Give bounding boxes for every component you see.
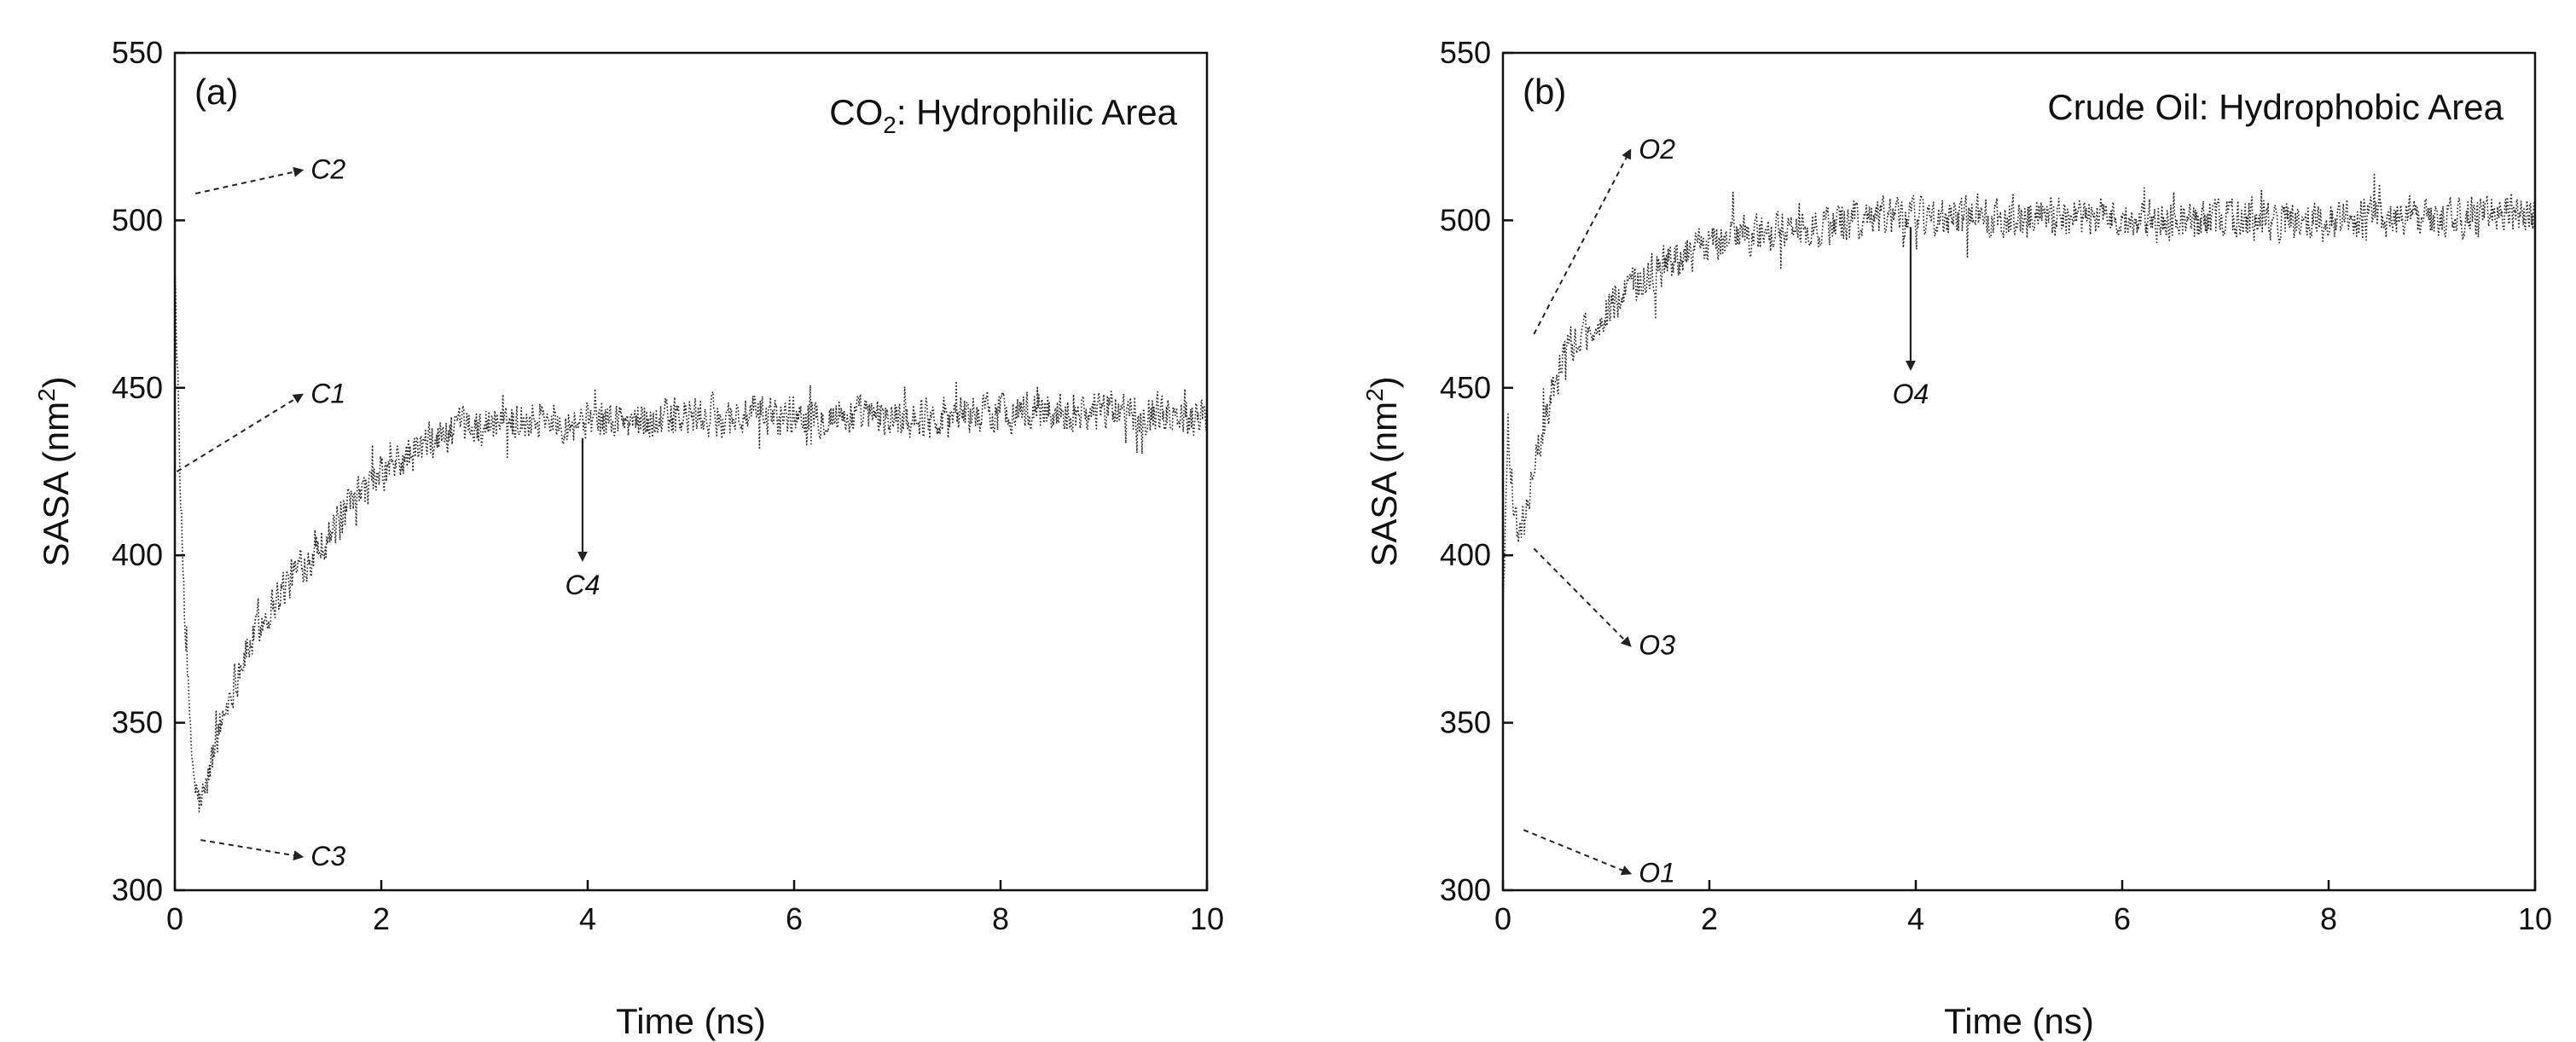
panel-a-title-suffix: : Hydrophilic Area bbox=[896, 92, 1178, 132]
panel-a-series-sasa-line bbox=[174, 268, 1208, 813]
panel-b-title: Crude Oil: Hydrophobic Area bbox=[2047, 87, 2503, 127]
panel-b-x-tick-label: 6 bbox=[2114, 901, 2131, 936]
annotation-arrow-c3 bbox=[200, 839, 305, 861]
panel-b-ylabel-suffix: ) bbox=[1364, 376, 1404, 388]
panel-a-xlabel: Time (ns) bbox=[616, 1001, 766, 1041]
panel-b-x-tick-label: 8 bbox=[2320, 901, 2337, 936]
panel-b-xlabel: Time (ns) bbox=[1944, 1001, 2094, 1041]
panel-b-ticks-layer: 0 2 4 6 8 10 300 350 400 450 500 550 bbox=[1440, 35, 2552, 936]
panel-a-title-prefix: CO bbox=[829, 92, 883, 132]
annotation-arrow-o1 bbox=[1523, 829, 1633, 876]
annotation-label-o3: O3 bbox=[1639, 629, 1675, 660]
panel-a-annotations-layer: C2 C1 C3 C4 bbox=[176, 154, 600, 871]
panel-a-ylabel-suffix: ) bbox=[36, 376, 76, 388]
panel-b-x-tick-label: 4 bbox=[1907, 901, 1924, 936]
panel-a-title-subscript: 2 bbox=[883, 112, 896, 138]
annotation-label-o1: O1 bbox=[1639, 857, 1675, 888]
panel-b-plot-frame bbox=[1501, 51, 2537, 892]
panel-b-series-sasa-line bbox=[1502, 173, 2536, 610]
annotation-arrow-c2 bbox=[194, 166, 305, 194]
annotation-arrow-c1 bbox=[176, 393, 305, 472]
annotation-label-c2: C2 bbox=[310, 154, 345, 185]
panel-a-title: CO2: Hydrophilic Area bbox=[829, 92, 1177, 138]
annotation-label-c4: C4 bbox=[565, 570, 600, 600]
panel-a-x-tick-label: 2 bbox=[373, 901, 390, 936]
panel-b-y-tick-label: 500 bbox=[1440, 202, 1491, 237]
panel-b-y-tick-label: 350 bbox=[1440, 705, 1491, 740]
annotation-arrow-o2 bbox=[1533, 148, 1632, 335]
panel-b-chart: 0 2 4 6 8 10 300 350 400 450 500 550 O2 O3 O1 O4 (b) C… bbox=[1361, 35, 2552, 1041]
panel-a-x-tick-label: 10 bbox=[1190, 901, 1224, 936]
panel-b-ylabel: SASA (nm2) bbox=[1361, 376, 1404, 566]
panel-b-y-tick-label: 450 bbox=[1440, 370, 1491, 405]
panel-a-trace-layer bbox=[174, 268, 1208, 813]
panel-a-y-tick-label: 550 bbox=[112, 35, 163, 70]
panel-a-plot-frame bbox=[173, 51, 1209, 892]
panel-b-x-tick-label: 2 bbox=[1701, 901, 1718, 936]
panel-a-y-tick-label: 350 bbox=[112, 705, 163, 740]
panel-b-y-tick-label: 550 bbox=[1440, 35, 1491, 70]
annotation-label-c1: C1 bbox=[310, 379, 345, 409]
panel-b-annotations-layer: O2 O3 O1 O4 bbox=[1523, 134, 1929, 888]
panel-b-tag: (b) bbox=[1523, 72, 1566, 112]
panel-a-ylabel-prefix: SASA (nm bbox=[36, 402, 76, 567]
panel-b-trace-layer bbox=[1502, 173, 2536, 610]
annotation-arrow-o3 bbox=[1533, 547, 1632, 647]
panel-a-x-tick-label: 8 bbox=[992, 901, 1009, 936]
panel-a-x-tick-label: 0 bbox=[166, 901, 183, 936]
annotation-label-o2: O2 bbox=[1639, 134, 1675, 165]
panel-a-chart: 0 2 4 6 8 10 300 350 400 450 500 550 C2 C1 C3 C4 (a) C… bbox=[33, 35, 1224, 1041]
panel-b-ylabel-prefix: SASA (nm bbox=[1364, 402, 1404, 567]
panel-b-y-tick-label: 300 bbox=[1440, 872, 1491, 907]
panel-a-y-tick-label: 500 bbox=[112, 202, 163, 237]
panel-a-tag: (a) bbox=[194, 72, 238, 112]
panel-a-y-tick-label: 450 bbox=[112, 370, 163, 405]
panel-a-ticks-layer: 0 2 4 6 8 10 300 350 400 450 500 550 bbox=[112, 35, 1224, 936]
panel-a-y-tick-label: 300 bbox=[112, 872, 163, 907]
panel-a-y-tick-label: 400 bbox=[112, 537, 163, 572]
panel-b-ylabel-superscript: 2 bbox=[1361, 388, 1388, 402]
panel-a-ylabel-superscript: 2 bbox=[33, 388, 60, 402]
panel-a-ylabel: SASA (nm2) bbox=[33, 376, 76, 566]
panel-b-x-tick-label: 0 bbox=[1494, 901, 1511, 936]
annotation-label-c3: C3 bbox=[310, 841, 345, 871]
panel-a-x-tick-label: 4 bbox=[579, 901, 596, 936]
annotation-label-o4: O4 bbox=[1893, 379, 1929, 409]
panel-a-x-tick-label: 6 bbox=[786, 901, 803, 936]
panel-b-x-tick-label: 10 bbox=[2518, 901, 2552, 936]
panel-b-y-tick-label: 400 bbox=[1440, 537, 1491, 572]
